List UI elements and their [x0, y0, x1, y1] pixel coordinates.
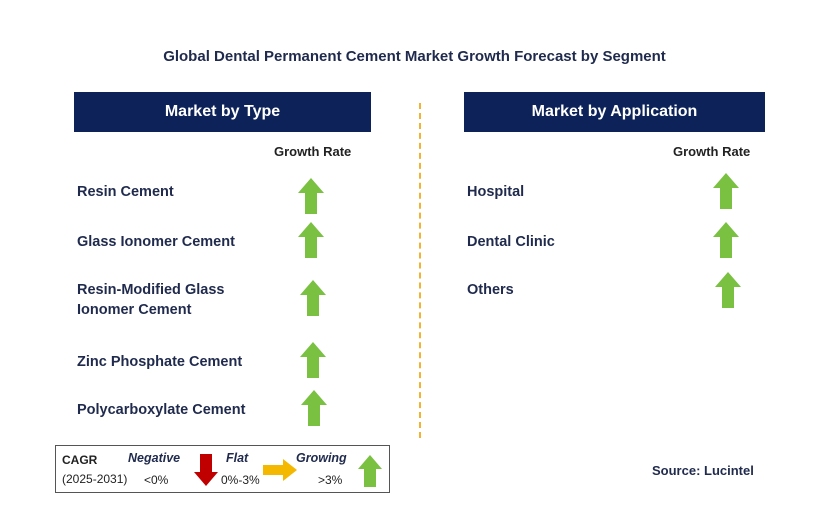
type-item-glass-ionomer-cement: Glass Ionomer Cement — [77, 234, 235, 250]
legend-period-label: (2025-2031) — [62, 472, 128, 486]
application-item-others: Others — [467, 282, 514, 298]
market-by-application-header: Market by Application — [464, 92, 765, 132]
type-growth-rate-header: Growth Rate — [274, 144, 352, 159]
up-arrow-icon — [298, 178, 324, 214]
source-label: Source: Lucintel — [652, 463, 754, 478]
up-arrow-icon — [298, 222, 324, 258]
up-arrow-icon — [300, 280, 326, 316]
type-item-polycarboxylate-cement: Polycarboxylate Cement — [77, 402, 246, 418]
up-arrow-icon — [715, 272, 741, 308]
up-arrow-icon — [713, 222, 739, 258]
legend-flat-label: Flat — [226, 451, 249, 465]
up-arrow-icon — [301, 390, 327, 426]
up-arrow-icon — [358, 455, 382, 487]
legend-cagr-label: CAGR — [62, 453, 98, 467]
application-item-dental-clinic: Dental Clinic — [467, 234, 555, 250]
panel-divider — [419, 103, 421, 438]
cagr-legend: CAGR (2025-2031) Negative <0% Flat 0%-3%… — [55, 445, 390, 493]
legend-growing-label: Growing — [296, 451, 347, 465]
type-item-line2: Ionomer Cement — [77, 302, 192, 318]
up-arrow-icon — [300, 342, 326, 378]
down-arrow-icon — [194, 454, 218, 486]
market-by-type-header: Market by Type — [74, 92, 371, 132]
right-arrow-icon — [263, 459, 297, 481]
chart-title: Global Dental Permanent Cement Market Gr… — [163, 48, 666, 65]
type-item-resin-cement: Resin Cement — [77, 184, 174, 200]
legend-negative-range: <0% — [144, 473, 169, 487]
legend-flat-range: 0%-3% — [221, 473, 260, 487]
type-item-zinc-phosphate-cement: Zinc Phosphate Cement — [77, 354, 243, 370]
up-arrow-icon — [713, 173, 739, 209]
legend-negative-label: Negative — [128, 451, 181, 465]
type-item-line1: Resin-Modified Glass — [77, 282, 225, 298]
application-growth-rate-header: Growth Rate — [673, 144, 751, 159]
type-item-resin-modified-glass-ionomer: Resin-Modified Glass Ionomer Cement — [77, 280, 224, 320]
legend-growing-range: >3% — [318, 473, 343, 487]
application-item-hospital: Hospital — [467, 184, 525, 200]
